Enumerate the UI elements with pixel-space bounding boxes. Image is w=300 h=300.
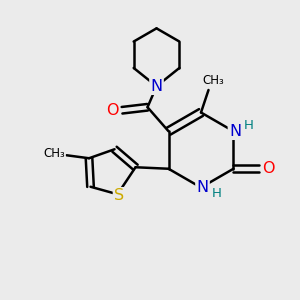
Text: H: H xyxy=(212,187,221,200)
Text: S: S xyxy=(114,188,124,203)
Text: CH₃: CH₃ xyxy=(202,74,224,87)
Text: O: O xyxy=(262,161,275,176)
Text: N: N xyxy=(151,79,163,94)
Text: O: O xyxy=(106,103,119,118)
Text: N: N xyxy=(196,180,208,195)
Text: N: N xyxy=(229,124,241,139)
Text: CH₃: CH₃ xyxy=(43,147,65,160)
Text: H: H xyxy=(244,119,254,132)
